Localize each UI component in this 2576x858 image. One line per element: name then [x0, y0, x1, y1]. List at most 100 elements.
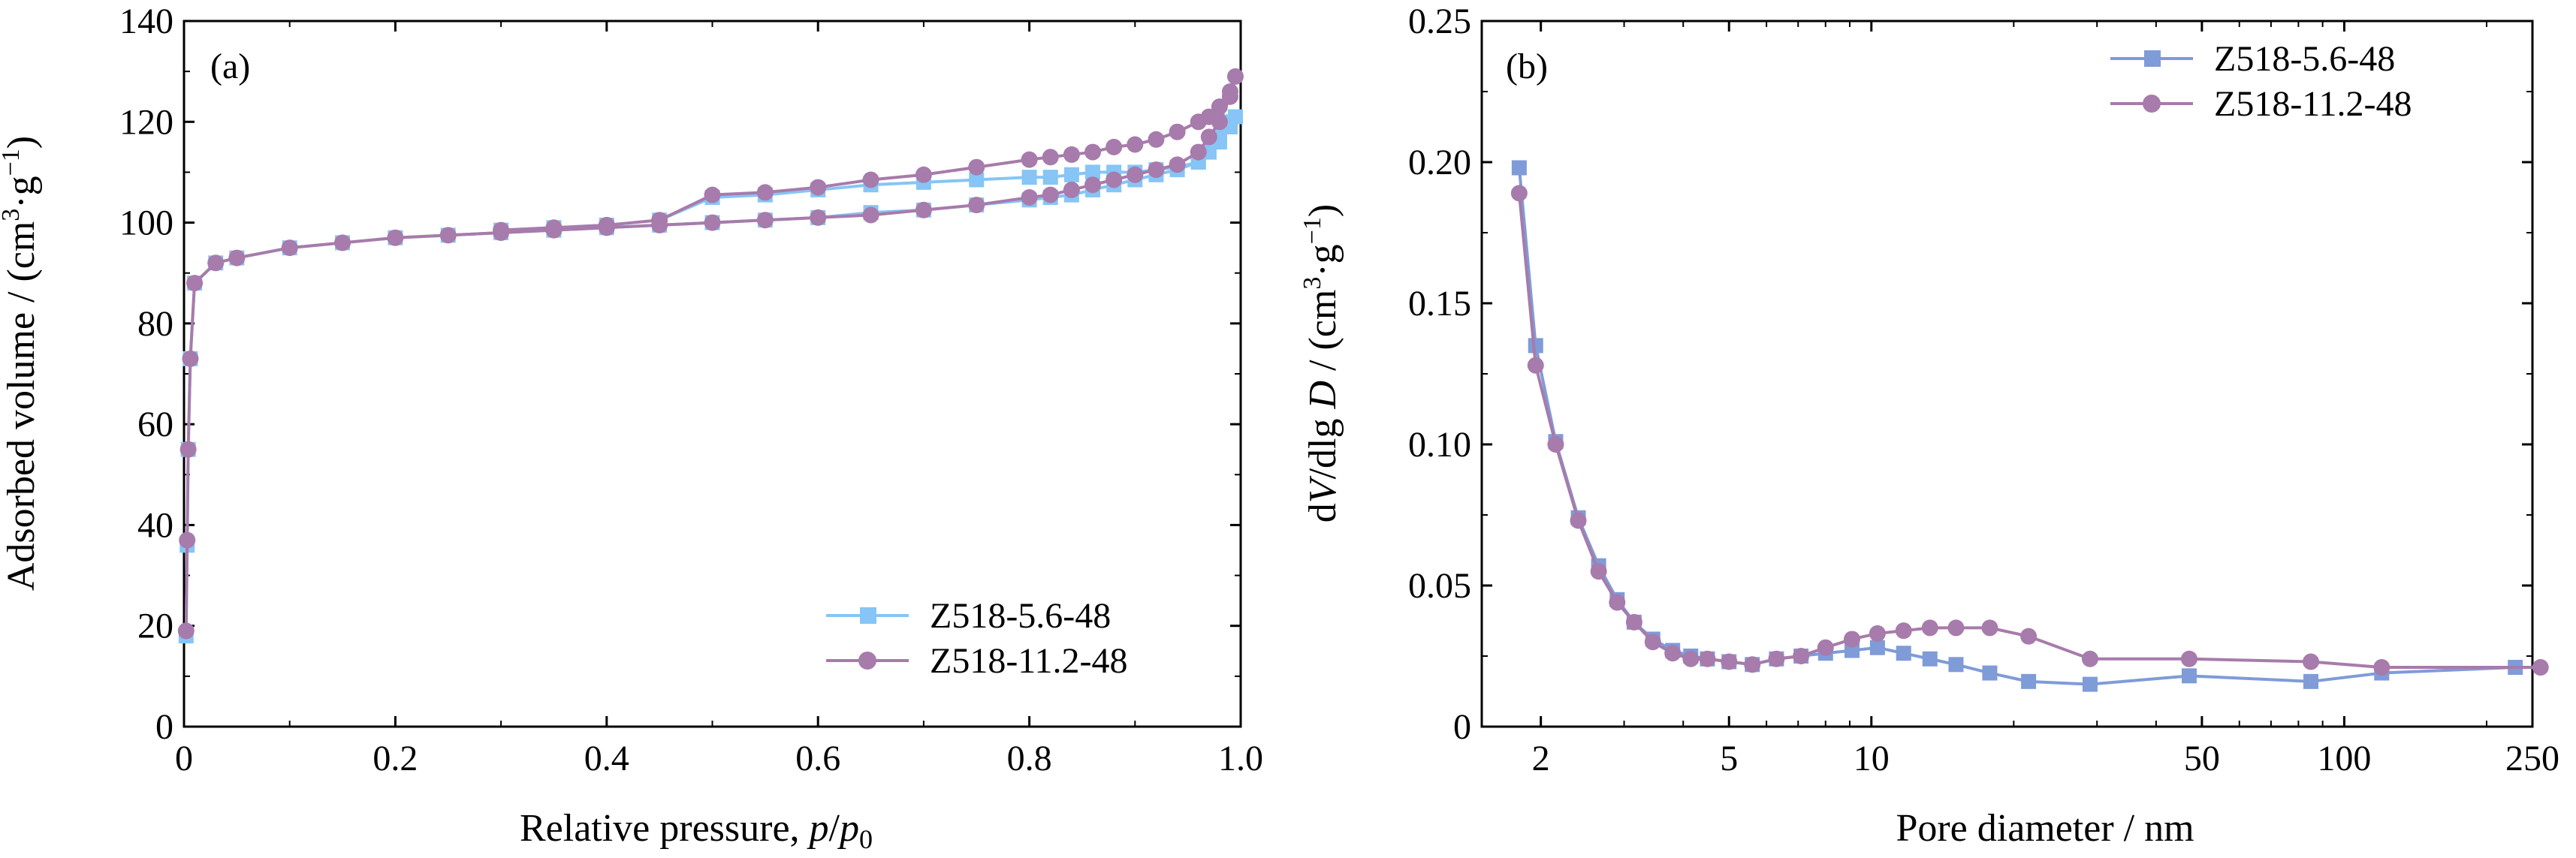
- legend-circle-marker: [858, 652, 876, 670]
- circle-marker: [1768, 650, 1785, 667]
- panel-b-chart: 0 0.05 0.10 0.15 0.20 0.25 2 5 10 50 100 250 Z518-5.…: [1408, 2, 2559, 778]
- circle-marker: [1127, 136, 1144, 153]
- circle-marker: [207, 254, 225, 272]
- circle-marker: [1106, 138, 1123, 155]
- circle-marker: [228, 249, 246, 266]
- circle-marker: [186, 275, 204, 292]
- x-tick-label: 1.0: [1218, 739, 1263, 778]
- circle-marker: [1699, 650, 1716, 667]
- circle-marker: [1169, 123, 1186, 140]
- circle-marker: [1590, 563, 1607, 580]
- circle-marker: [968, 197, 985, 214]
- series-line-2: [1517, 193, 2541, 670]
- circle-marker: [862, 171, 879, 188]
- circle-marker: [493, 221, 510, 239]
- x-tick-label: 50: [2184, 739, 2220, 778]
- circle-marker: [1190, 113, 1207, 131]
- square-marker: [1922, 651, 1938, 667]
- circle-marker: [1148, 131, 1165, 148]
- circle-marker: [1084, 176, 1102, 194]
- legend-square-marker: [2144, 50, 2161, 67]
- circle-marker: [1221, 83, 1238, 100]
- circle-marker: [182, 350, 199, 367]
- panel-a-y-axis-label: Adsorbed volume / (cm3·g−1): [0, 136, 43, 591]
- x-tick-label: 100: [2317, 739, 2371, 778]
- circle-marker: [1921, 619, 1938, 637]
- square-marker: [1869, 640, 1885, 655]
- circle-marker: [1169, 156, 1186, 173]
- circle-marker: [1106, 171, 1123, 188]
- y-tick-label: 0.15: [1408, 284, 1471, 324]
- circle-marker: [810, 209, 827, 226]
- circle-marker: [2302, 653, 2319, 670]
- circle-marker: [1042, 186, 1059, 203]
- x-tick-label: 5: [1720, 739, 1738, 778]
- y-tick-label: 20: [137, 607, 173, 646]
- x-tick-label: 10: [1854, 739, 1890, 778]
- circle-marker: [1744, 656, 1761, 673]
- circle-marker: [1895, 622, 1912, 640]
- circle-marker: [1793, 648, 1810, 664]
- circle-marker: [651, 212, 668, 229]
- y-tick-label: 0.25: [1408, 2, 1471, 41]
- circle-marker: [2532, 659, 2549, 676]
- circle-marker: [179, 441, 197, 458]
- circle-marker: [1200, 128, 1217, 146]
- y-tick-label: 60: [137, 405, 173, 444]
- circle-marker: [1190, 143, 1207, 161]
- square-marker: [969, 172, 985, 188]
- circle-marker: [1063, 146, 1080, 163]
- square-marker: [1948, 657, 1964, 673]
- circle-marker: [1947, 619, 1965, 637]
- circle-marker: [1063, 181, 1080, 198]
- circle-marker: [439, 227, 457, 244]
- y-tick-label: 0: [155, 707, 173, 747]
- series-line-2: [184, 76, 1237, 631]
- circle-marker: [334, 234, 351, 251]
- circle-marker: [1148, 161, 1165, 179]
- circle-marker: [598, 216, 615, 233]
- y-tick-label: 0.10: [1408, 425, 1471, 465]
- x-tick-label: 2: [1532, 739, 1550, 778]
- square-marker: [2082, 676, 2098, 692]
- circle-marker: [1547, 436, 1564, 453]
- square-marker: [1896, 646, 1911, 661]
- legend-label: Z518-11.2-48: [930, 641, 1128, 681]
- circle-marker: [1127, 166, 1144, 183]
- x-tick-label: 0.8: [1007, 739, 1052, 778]
- circle-marker: [1721, 653, 1738, 670]
- panel-b-x-axis-label: Pore diameter / nm: [1896, 807, 2194, 850]
- circle-marker: [704, 214, 721, 231]
- x-tick-label: 0.6: [795, 739, 840, 778]
- circle-marker: [177, 622, 195, 640]
- circle-marker: [1021, 189, 1038, 206]
- panel-b-label: (b): [1506, 47, 1548, 86]
- circle-marker: [1644, 634, 1661, 651]
- legend-label: Z518-11.2-48: [2214, 84, 2412, 124]
- panel-a-label: (a): [210, 47, 250, 86]
- y-tick-label: 100: [119, 203, 173, 243]
- square-marker: [2303, 673, 2318, 689]
- y-tick-label: 80: [137, 304, 173, 344]
- square-marker: [2021, 673, 2037, 689]
- circle-marker: [2180, 650, 2197, 667]
- square-marker: [1021, 170, 1037, 185]
- circle-marker: [1664, 645, 1682, 662]
- circle-marker: [1682, 650, 1700, 667]
- circle-marker: [862, 206, 879, 224]
- square-marker: [1063, 167, 1079, 182]
- y-tick-label: 0.05: [1408, 566, 1471, 606]
- y-tick-label: 0.20: [1408, 143, 1471, 182]
- y-tick-label: 120: [119, 102, 173, 142]
- legend-square-marker: [860, 607, 876, 624]
- circle-marker: [1625, 613, 1642, 631]
- circle-marker: [1226, 68, 1244, 85]
- circle-marker: [1609, 594, 1626, 611]
- circle-marker: [2373, 659, 2390, 676]
- legend-circle-marker: [2143, 95, 2161, 113]
- circle-marker: [1211, 98, 1228, 116]
- legend-label: Z518-5.6-48: [2214, 39, 2395, 79]
- circle-marker: [179, 531, 196, 549]
- circle-marker: [756, 212, 774, 229]
